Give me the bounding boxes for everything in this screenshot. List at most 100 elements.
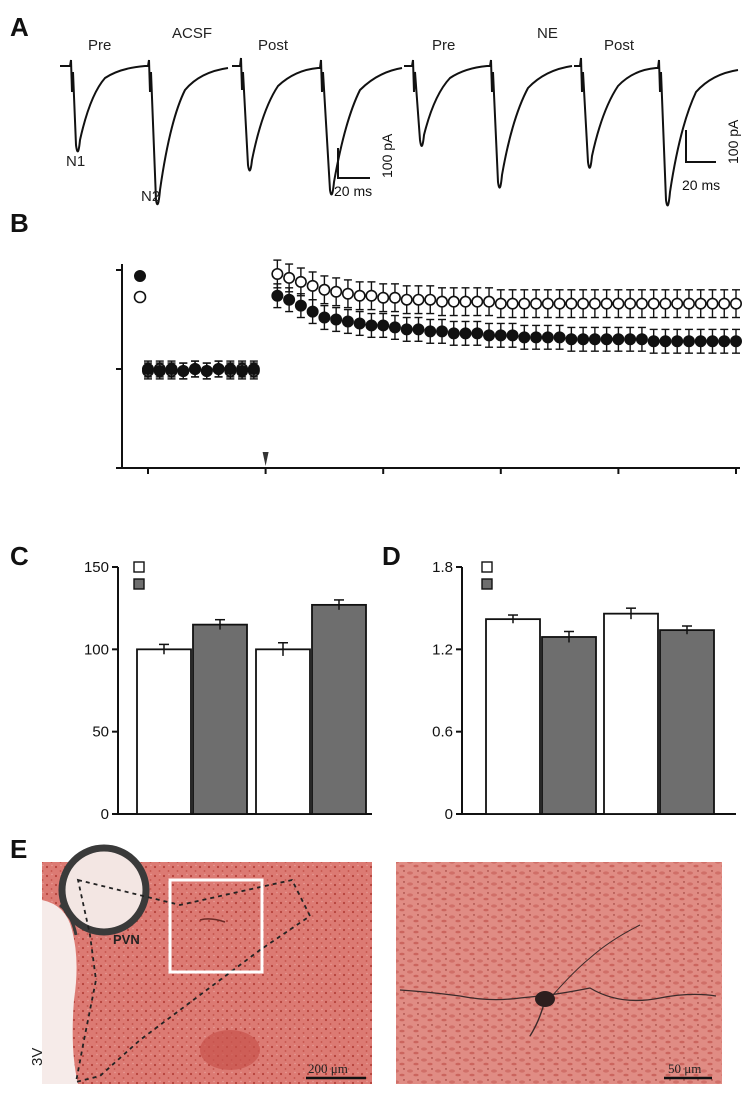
b-point-acsf: [388, 321, 401, 334]
b-point-ne: [388, 291, 401, 304]
b-legend-marker-acsf: [134, 270, 146, 282]
chartC-ytick-label: 50: [92, 724, 109, 741]
b-point-acsf: [224, 362, 237, 375]
b-point-acsf: [682, 335, 695, 348]
label-pvn: PVN: [113, 932, 140, 947]
b-point-ne: [306, 279, 319, 292]
b-point-ne: [612, 297, 625, 310]
b-point-acsf: [283, 293, 296, 306]
b-point-acsf: [353, 317, 366, 330]
micrograph-high-mag: [396, 862, 722, 1084]
b-point-ne: [365, 289, 378, 302]
b-point-acsf: [565, 333, 578, 346]
b-point-acsf: [447, 327, 460, 340]
b-point-acsf: [306, 305, 319, 318]
b-drug-arrow: [262, 452, 269, 466]
b-point-acsf: [318, 311, 331, 324]
b-point-ne: [424, 293, 437, 306]
b-point-acsf: [294, 299, 307, 312]
panel-a-letter: A: [10, 12, 29, 42]
chartC-bar-post: [192, 623, 248, 815]
chartC-ytick-label: 100: [84, 641, 109, 658]
trace-ne-pre: [404, 59, 573, 189]
panel-b-letter: B: [10, 208, 29, 238]
b-point-acsf: [706, 335, 719, 348]
b-point-acsf: [142, 362, 155, 375]
neuron-soma: [535, 991, 555, 1007]
label-n1: N1: [66, 153, 85, 170]
b-point-acsf: [612, 333, 625, 346]
chartD-bar-pre: [603, 612, 659, 815]
b-point-acsf: [341, 315, 354, 328]
panel-c-letter: C: [10, 541, 29, 571]
chart-d: 0 0.6 1.2 1.8: [432, 559, 736, 823]
b-point-ne: [694, 297, 707, 310]
b-point-acsf: [412, 323, 425, 336]
scale-current-acsf: 100 pA: [379, 133, 395, 178]
chart-b: [116, 259, 742, 474]
label-acsf-pre: Pre: [88, 37, 111, 54]
chartD-ytick-label: 1.2: [432, 641, 453, 658]
label-ne: NE: [537, 25, 558, 42]
b-point-ne: [447, 295, 460, 308]
b-point-ne: [624, 297, 637, 310]
b-point-acsf: [729, 335, 742, 348]
b-point-ne: [353, 289, 366, 302]
b-point-ne: [412, 293, 425, 306]
b-point-ne: [494, 297, 507, 310]
trace-acsf-post: [232, 57, 403, 196]
b-point-ne: [294, 275, 307, 288]
b-point-ne: [600, 297, 613, 310]
b-point-acsf: [506, 329, 519, 342]
chartD-bar-pre: [485, 618, 541, 815]
b-point-acsf: [588, 333, 601, 346]
trace-acsf-pre: [60, 59, 229, 206]
b-point-acsf: [424, 325, 437, 338]
b-legend-marker-ne: [133, 290, 147, 304]
b-point-acsf: [577, 333, 590, 346]
b-point-acsf: [659, 335, 672, 348]
pvn-outline: [74, 878, 312, 1084]
chartC-bar-pre: [255, 648, 311, 815]
chartD-legend-swatch-post: [481, 578, 493, 590]
b-point-ne: [471, 295, 484, 308]
label-n2: N2: [141, 188, 160, 205]
label-ne-pre: Pre: [432, 37, 455, 54]
b-point-acsf: [624, 333, 637, 346]
b-point-acsf: [718, 335, 731, 348]
chartD-bar-post: [541, 636, 597, 815]
b-point-acsf: [553, 331, 566, 344]
b-point-acsf: [365, 319, 378, 332]
scale-bar-ne: [685, 130, 716, 163]
chartD-ytick-label: 0: [445, 806, 453, 823]
scale-label-left: 200 μm: [308, 1061, 348, 1076]
b-point-acsf: [635, 333, 648, 346]
b-point-ne: [635, 297, 648, 310]
b-point-ne: [588, 297, 601, 310]
b-point-acsf: [189, 362, 202, 375]
b-point-acsf: [165, 362, 178, 375]
b-point-acsf: [541, 331, 554, 344]
b-point-ne: [706, 297, 719, 310]
scale-current-ne: 100 pA: [725, 119, 741, 164]
chartC-ytick-label: 150: [84, 559, 109, 576]
label-3v: 3V: [29, 1048, 46, 1066]
b-point-acsf: [212, 362, 225, 375]
b-point-acsf: [247, 362, 260, 375]
panel-e-letter: E: [10, 834, 27, 864]
scale-time-acsf: 20 ms: [334, 183, 372, 199]
chart-c: 0 50 100 150: [84, 559, 372, 823]
b-point-ne: [565, 297, 578, 310]
scale-label-right: 50 μm: [668, 1061, 701, 1076]
b-point-ne: [377, 291, 390, 304]
b-point-acsf: [330, 313, 343, 326]
b-point-ne: [341, 287, 354, 300]
b-point-acsf: [177, 364, 190, 377]
b-point-ne: [729, 297, 742, 310]
b-point-ne: [647, 297, 660, 310]
chartC-legend-swatch-pre: [133, 561, 145, 573]
inset-box: [168, 878, 264, 974]
chartC-ytick-label: 0: [101, 806, 109, 823]
b-point-ne: [483, 295, 496, 308]
